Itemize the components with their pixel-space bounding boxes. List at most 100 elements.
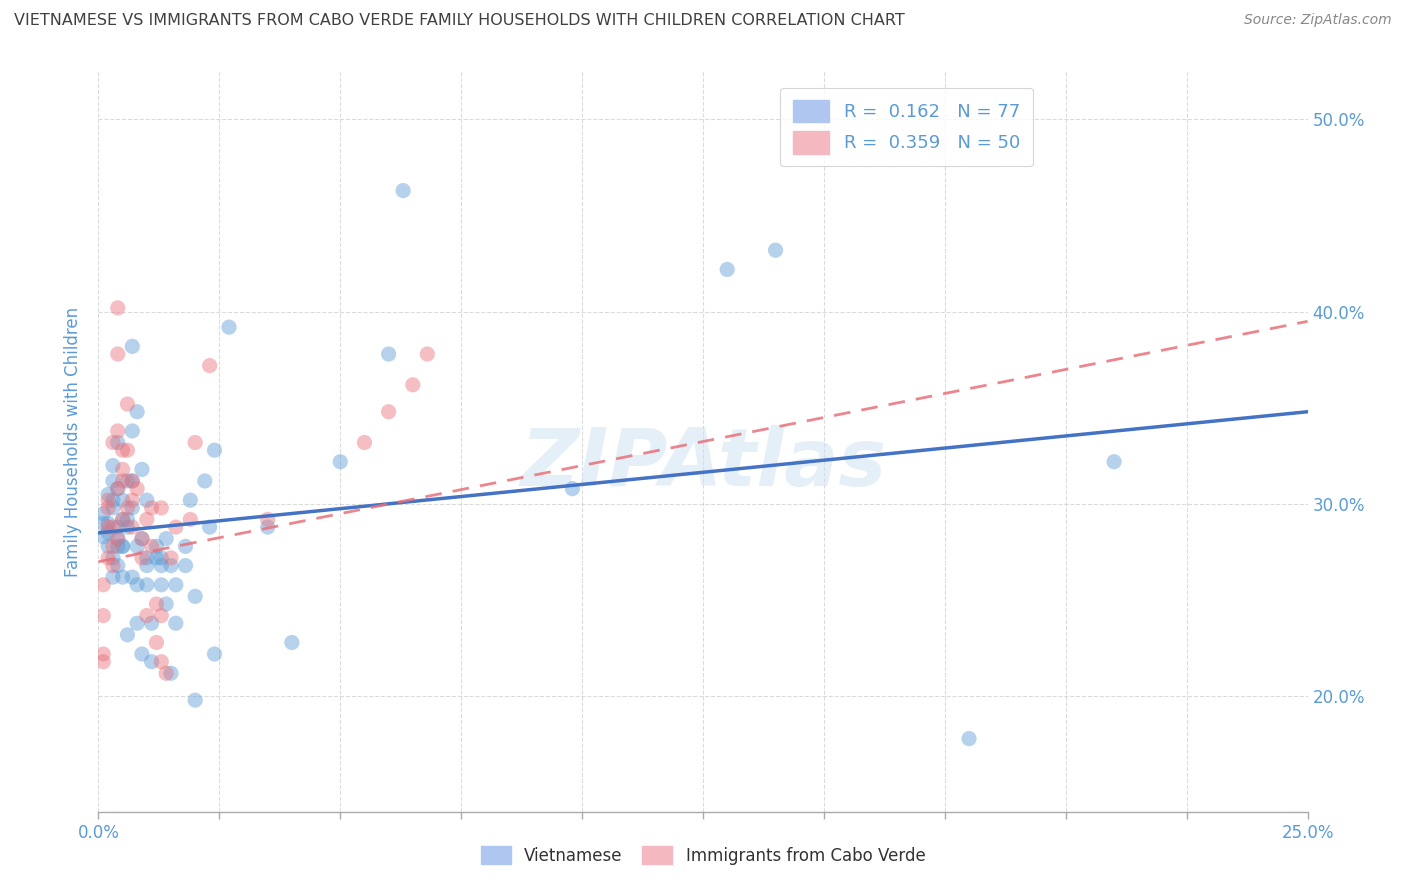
Point: [145, 635, 167, 649]
Point: [91, 608, 114, 623]
Point: [101, 539, 124, 553]
Point: [97, 500, 120, 515]
Point: [101, 435, 124, 450]
Point: [111, 462, 134, 476]
Point: [1102, 455, 1125, 469]
Point: [184, 693, 207, 707]
Point: [121, 500, 143, 515]
Point: [174, 539, 197, 553]
Point: [957, 731, 980, 746]
Point: [111, 539, 134, 553]
Point: [155, 597, 177, 611]
Point: [107, 347, 129, 361]
Point: [204, 443, 226, 458]
Point: [150, 608, 173, 623]
Legend: Vietnamese, Immigrants from Cabo Verde: Vietnamese, Immigrants from Cabo Verde: [472, 838, 934, 873]
Point: [121, 520, 143, 534]
Point: [117, 474, 139, 488]
Point: [141, 655, 163, 669]
Point: [135, 558, 157, 573]
Point: [107, 482, 129, 496]
Point: [111, 512, 134, 526]
Point: [117, 520, 139, 534]
Point: [111, 474, 134, 488]
Point: [174, 558, 197, 573]
Point: [135, 512, 157, 526]
Point: [165, 616, 187, 631]
Point: [111, 443, 134, 458]
Point: [97, 539, 120, 553]
Point: [127, 405, 149, 419]
Point: [127, 578, 149, 592]
Point: [91, 530, 114, 544]
Point: [101, 474, 124, 488]
Point: [107, 532, 129, 546]
Point: [135, 493, 157, 508]
Point: [91, 507, 114, 521]
Point: [145, 539, 167, 553]
Point: [165, 520, 187, 534]
Point: [150, 500, 173, 515]
Point: [160, 558, 183, 573]
Point: [377, 347, 399, 361]
Point: [135, 550, 157, 565]
Point: [145, 550, 167, 565]
Point: [91, 647, 114, 661]
Point: [416, 347, 439, 361]
Point: [131, 532, 153, 546]
Point: [121, 570, 143, 584]
Point: [165, 578, 187, 592]
Point: [179, 512, 201, 526]
Point: [97, 525, 120, 540]
Point: [155, 666, 177, 681]
Point: [91, 655, 114, 669]
Point: [150, 578, 173, 592]
Point: [127, 482, 149, 496]
Point: [155, 532, 177, 546]
Point: [97, 487, 120, 501]
Point: [111, 539, 134, 553]
Point: [145, 597, 167, 611]
Point: [117, 397, 139, 411]
Point: [107, 435, 129, 450]
Point: [141, 616, 163, 631]
Point: [121, 424, 143, 438]
Point: [256, 520, 278, 534]
Point: [107, 558, 129, 573]
Point: [97, 493, 120, 508]
Text: Source: ZipAtlas.com: Source: ZipAtlas.com: [1244, 13, 1392, 28]
Point: [107, 301, 129, 315]
Point: [101, 558, 124, 573]
Point: [101, 500, 124, 515]
Point: [127, 616, 149, 631]
Text: VIETNAMESE VS IMMIGRANTS FROM CABO VERDE FAMILY HOUSEHOLDS WITH CHILDREN CORRELA: VIETNAMESE VS IMMIGRANTS FROM CABO VERDE…: [14, 13, 905, 29]
Point: [402, 377, 425, 392]
Point: [121, 474, 143, 488]
Point: [184, 590, 207, 604]
Point: [117, 443, 139, 458]
Point: [111, 512, 134, 526]
Point: [135, 578, 157, 592]
Point: [765, 243, 787, 257]
Point: [107, 424, 129, 438]
Point: [127, 539, 149, 553]
Point: [141, 500, 163, 515]
Point: [329, 455, 352, 469]
Point: [91, 516, 114, 531]
Point: [101, 550, 124, 565]
Point: [101, 520, 124, 534]
Point: [111, 493, 134, 508]
Point: [97, 520, 120, 534]
Point: [91, 578, 114, 592]
Point: [101, 458, 124, 473]
Point: [198, 520, 221, 534]
Point: [97, 516, 120, 531]
Point: [117, 500, 139, 515]
Point: [160, 550, 183, 565]
Point: [97, 550, 120, 565]
Point: [107, 482, 129, 496]
Point: [150, 558, 173, 573]
Point: [111, 570, 134, 584]
Point: [117, 628, 139, 642]
Y-axis label: Family Households with Children: Family Households with Children: [65, 307, 83, 576]
